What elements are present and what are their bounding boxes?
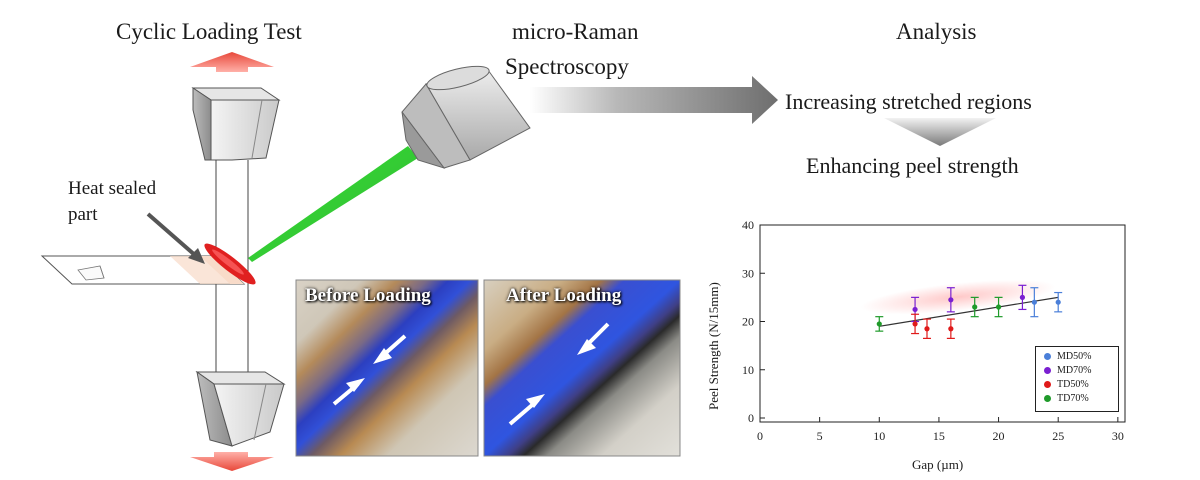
series-td50	[911, 313, 955, 339]
legend-dot-md50	[1044, 353, 1051, 361]
lower-grip	[195, 370, 286, 447]
photo-before-arrow-lower	[332, 378, 365, 406]
legend-item-td70: TD70%	[1044, 393, 1089, 404]
series-md50	[1030, 287, 1063, 318]
raman-objective	[401, 65, 531, 169]
data-point	[924, 326, 930, 332]
title-raman-line2: Spectroscopy	[505, 54, 629, 79]
x-tick-label: 20	[993, 429, 1005, 443]
title-raman-line1: micro-Raman	[512, 19, 639, 44]
laser-beam	[248, 146, 418, 262]
chart-legend: MD50% MD70% TD50% TD70%	[1035, 346, 1119, 412]
data-point	[1031, 299, 1037, 305]
x-tick-label: 25	[1052, 429, 1064, 443]
photo-before-loading	[295, 279, 479, 457]
data-point	[876, 321, 882, 327]
data-point	[1019, 294, 1026, 300]
legend-dot-md70	[1044, 367, 1051, 375]
data-point	[912, 321, 918, 327]
data-point	[972, 304, 978, 310]
legend-dot-td50	[1044, 381, 1051, 389]
stretched-region-highlight	[860, 279, 1056, 315]
callout-heat-sealed-line2: part	[68, 204, 98, 225]
y-tick-label: 10	[742, 363, 754, 377]
heat-sealed-pointer	[146, 212, 205, 264]
analysis-step-1: Increasing stretched regions	[785, 89, 1032, 114]
photo-before-title: Before Loading	[305, 285, 431, 306]
legend-label-td50: TD50%	[1057, 379, 1089, 390]
series-td70	[875, 296, 1003, 332]
data-point	[1055, 299, 1061, 305]
load-arrow-down	[190, 452, 274, 471]
title-analysis: Analysis	[896, 19, 977, 44]
legend-dot-td70	[1044, 395, 1051, 403]
plot-frame	[759, 224, 1126, 423]
y-tick-label: 0	[748, 411, 754, 425]
x-tick-label: 5	[817, 429, 823, 443]
legend-item-md50: MD50%	[1044, 351, 1091, 362]
photo-after-arrow-lower	[508, 394, 545, 426]
photo-before-arrow-upper	[373, 334, 407, 364]
x-tick-label: 10	[873, 429, 885, 443]
upper-grip	[191, 87, 281, 161]
data-point	[948, 297, 954, 303]
chart-x-axis-label: Gap (µm)	[912, 457, 964, 472]
y-tick-label: 40	[742, 218, 754, 232]
x-tick-label: 30	[1112, 429, 1124, 443]
photo-after-title: After Loading	[506, 285, 622, 306]
title-cyclic-loading: Cyclic Loading Test	[116, 19, 302, 44]
peel-strength-chart: 0 5 10 15 20 25 30 0 10 20 30 40	[742, 218, 1126, 443]
y-tick-label: 30	[742, 266, 754, 280]
film-sheet	[40, 255, 246, 285]
x-tick-label: 15	[933, 429, 945, 443]
x-tick-label: 0	[757, 429, 763, 443]
photo-after-loading	[483, 279, 681, 457]
heat-seal-mark	[204, 243, 256, 285]
trend-line	[879, 296, 1059, 327]
data-point	[948, 326, 954, 332]
callout-heat-sealed-line1: Heat sealed	[68, 178, 157, 199]
photo-after-arrow-upper	[577, 322, 610, 355]
y-tick-label: 20	[742, 315, 754, 329]
load-arrow-up	[190, 52, 274, 72]
legend-item-td50: TD50%	[1044, 379, 1089, 390]
chart-y-axis-label: Peel Strength (N/15mm)	[706, 282, 721, 410]
flow-arrow-right	[530, 76, 778, 124]
flow-arrow-down	[884, 118, 996, 146]
data-point	[995, 304, 1002, 310]
data-point	[912, 306, 918, 313]
legend-label-md50: MD50%	[1057, 351, 1092, 362]
legend-item-md70: MD70%	[1044, 365, 1091, 376]
legend-label-td70: TD70%	[1057, 393, 1089, 404]
legend-label-md70: MD70%	[1057, 365, 1092, 376]
analysis-step-2: Enhancing peel strength	[806, 153, 1019, 178]
